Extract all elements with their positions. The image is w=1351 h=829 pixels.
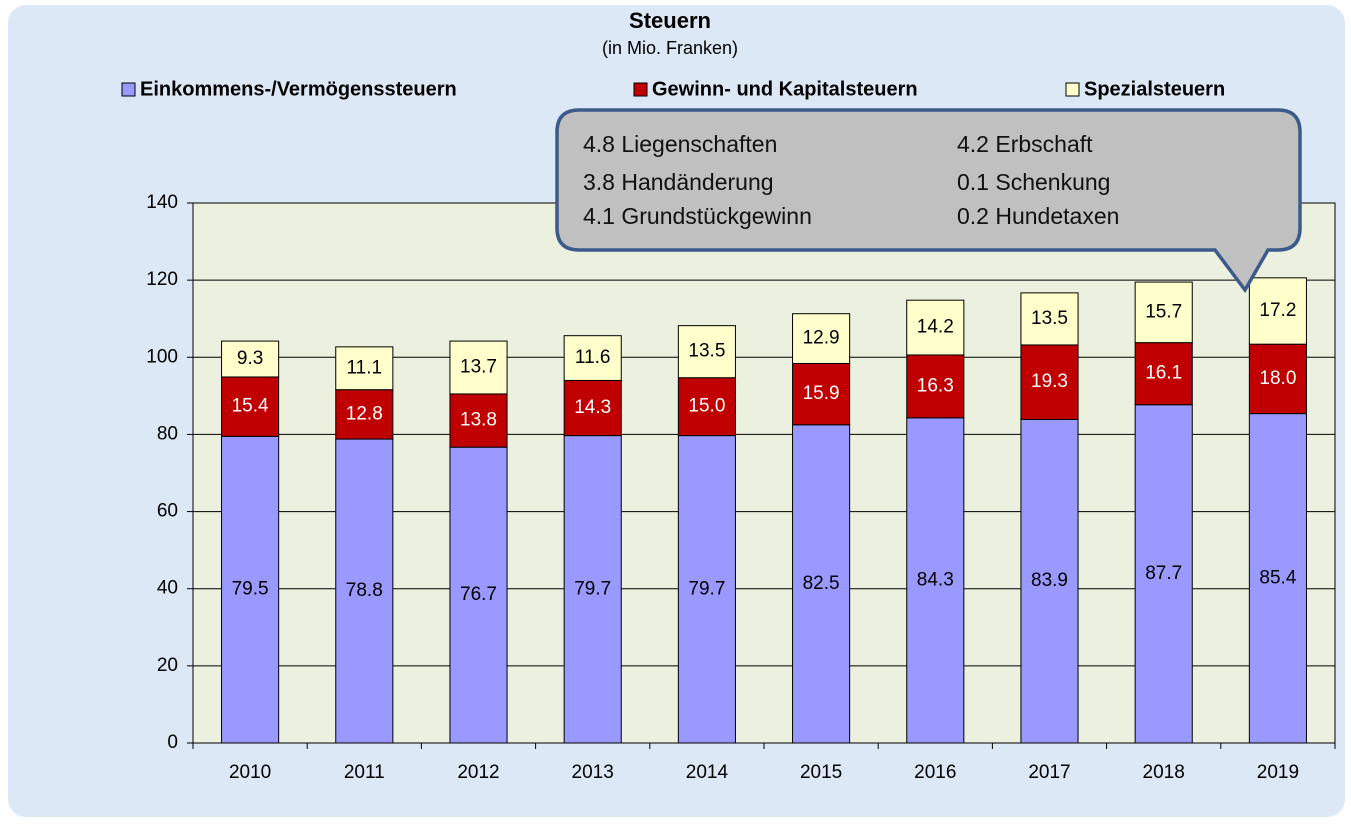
value-label: 79.5 (232, 579, 269, 600)
y-tick-label: 140 (146, 192, 178, 213)
callout-item: 0.2 Hundetaxen (957, 203, 1119, 229)
value-label: 13.8 (460, 410, 497, 431)
callout-item: 4.2 Erbschaft (957, 131, 1093, 157)
value-label: 82.5 (803, 573, 840, 594)
bar-segment (1248, 413, 1307, 744)
bar-segment (563, 435, 622, 744)
value-label: 15.0 (688, 396, 725, 417)
value-label: 87.7 (1145, 563, 1182, 584)
value-label: 11.6 (575, 347, 611, 368)
x-tick-label: 2016 (914, 762, 956, 783)
bar-segment (221, 376, 280, 437)
bar-segment (335, 346, 394, 391)
bar-segment (677, 435, 736, 744)
value-label: 14.3 (574, 397, 611, 418)
y-tick-label: 120 (146, 269, 178, 290)
bar-segment (1020, 292, 1079, 346)
bar-segment (792, 362, 851, 426)
x-tick-label: 2019 (1257, 762, 1299, 783)
value-label: 12.8 (346, 403, 383, 424)
chart-subtitle: (in Mio. Franken) (602, 38, 738, 58)
value-label: 83.9 (1031, 570, 1068, 591)
bar-segment (792, 313, 851, 364)
legend-label: Gewinn- und Kapitalsteuern (652, 78, 918, 100)
bar-segment (1020, 418, 1079, 744)
x-tick-label: 2012 (457, 762, 499, 783)
value-label: 16.3 (917, 375, 954, 396)
bars (221, 277, 1307, 744)
value-label: 12.9 (803, 328, 840, 349)
bar-segment (563, 379, 622, 437)
x-tick-label: 2018 (1143, 762, 1185, 783)
x-tick-label: 2014 (686, 762, 729, 783)
x-tick-label: 2017 (1028, 762, 1070, 783)
bar-segment (1248, 343, 1307, 415)
bar-segment (221, 340, 280, 378)
callout-text: 4.8 Liegenschaften 4.2 Erbschaft 3.8 Handä… (583, 131, 1119, 229)
x-tick-label: 2011 (344, 762, 385, 783)
y-tick-label: 40 (157, 578, 178, 599)
bar-segment (335, 438, 394, 744)
labels: 0 20 40 60 80 100 120 140 2010 79.5 15.4 9.3 2011 78.… (121, 78, 1299, 783)
value-label: 78.8 (346, 580, 383, 601)
value-label: 13.7 (460, 357, 497, 378)
value-label: 11.1 (347, 357, 383, 378)
bar-segment (1134, 281, 1193, 344)
bar-segment (906, 299, 965, 356)
y-tick-label: 0 (167, 732, 178, 753)
value-label: 18.0 (1259, 368, 1296, 389)
value-label: 85.4 (1259, 567, 1296, 588)
y-tick-label: 60 (157, 501, 178, 522)
legend-label: Spezialsteuern (1084, 78, 1225, 100)
y-tick-label: 80 (157, 423, 178, 444)
value-label: 13.5 (688, 341, 725, 362)
bar-segment (1020, 344, 1079, 420)
bar-segment (677, 377, 736, 437)
x-tick-label: 2015 (800, 762, 842, 783)
chart-title: Steuern (629, 8, 711, 33)
value-label: 76.7 (460, 584, 497, 605)
value-label: 13.5 (1031, 308, 1068, 329)
value-label: 14.2 (917, 317, 954, 338)
x-tick-label: 2013 (572, 762, 614, 783)
value-label: 15.7 (1145, 301, 1182, 322)
bar-segment (221, 435, 280, 744)
legend-swatch (121, 82, 136, 97)
value-label: 84.3 (917, 569, 954, 590)
bar-segment (449, 446, 508, 744)
callout-item: 0.1 Schenkung (957, 169, 1110, 195)
bar-segment (335, 389, 394, 440)
bar-segment (449, 393, 508, 448)
value-label: 79.7 (574, 578, 611, 599)
x-tick-label: 2010 (229, 762, 271, 783)
value-label: 15.4 (232, 396, 269, 417)
value-label: 9.3 (237, 348, 263, 369)
bar-segment (563, 335, 622, 381)
bar-segment (677, 325, 736, 379)
legend-swatch (1065, 82, 1080, 97)
y-tick-label: 100 (146, 346, 178, 367)
legend-swatch (633, 82, 648, 97)
value-label: 79.7 (688, 578, 725, 599)
value-label: 16.1 (1145, 363, 1182, 384)
callout-box (555, 108, 1302, 294)
bar-segment (906, 417, 965, 744)
legend-label: Einkommens-/Vermögenssteuern (140, 78, 457, 100)
bar-segment (1248, 277, 1307, 345)
bar-segment (792, 424, 851, 744)
callout-item: 4.8 Liegenschaften (583, 131, 777, 157)
y-tick-label: 20 (157, 655, 178, 676)
callout-item: 4.1 Grundstückgewinn (583, 203, 812, 229)
bar-segment (449, 340, 508, 395)
value-label: 15.9 (803, 383, 840, 404)
value-label: 17.2 (1259, 300, 1296, 321)
callout-item: 3.8 Handänderung (583, 169, 774, 195)
value-label: 19.3 (1031, 371, 1068, 392)
